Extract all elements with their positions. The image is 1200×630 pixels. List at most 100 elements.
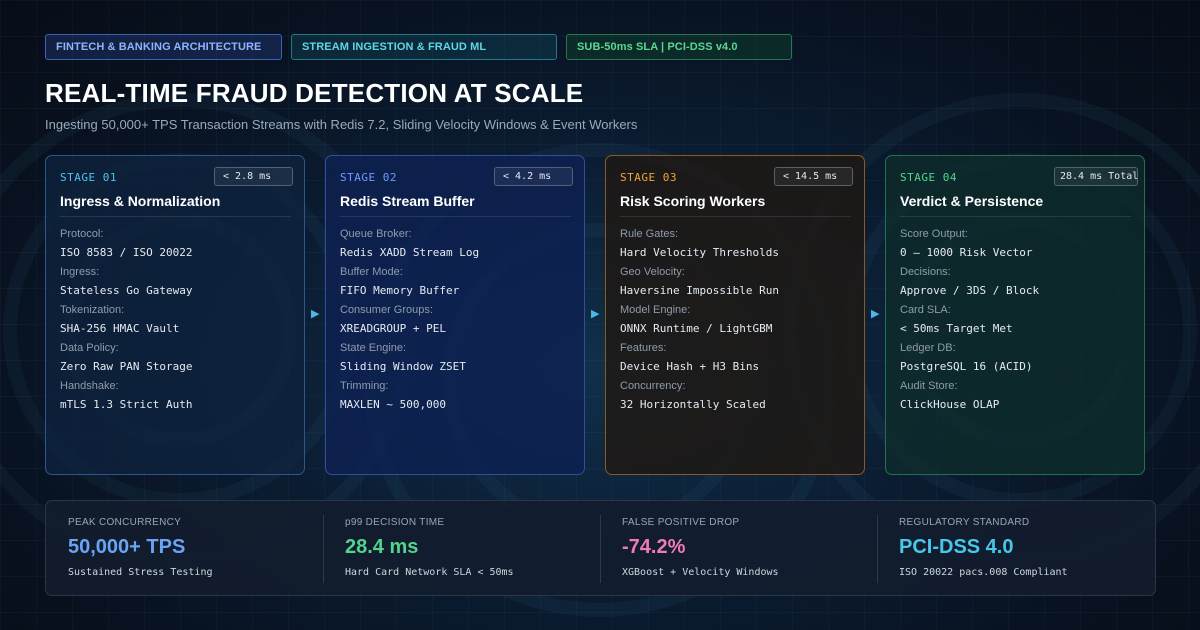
stage-card-risk-scoring: STAGE 03 < 14.5 ms Risk Scoring Workers … (605, 155, 865, 475)
stage-field: Concurrency: 32 Horizontally Scaled (620, 380, 854, 411)
metric-value: PCI-DSS 4.0 (899, 536, 1014, 558)
stage-field: Queue Broker: Redis XADD Stream Log (340, 228, 574, 259)
field-label: Buffer Mode: (340, 266, 403, 278)
field-value: mTLS 1.3 Strict Auth (60, 398, 193, 411)
flow-arrow-icon: ▶ (311, 308, 320, 320)
stage-number: STAGE 04 (900, 171, 957, 184)
metric-note: Sustained Stress Testing (68, 567, 213, 578)
field-label: State Engine: (340, 342, 407, 354)
field-value: Stateless Go Gateway (60, 284, 193, 297)
metric-value: -74.2% (622, 536, 686, 558)
field-label: Tokenization: (60, 304, 125, 316)
badge-row: FINTECH & BANKING ARCHITECTURE STREAM IN… (45, 34, 792, 60)
stage-field: Ledger DB: PostgreSQL 16 (ACID) (900, 342, 1134, 373)
stage-field: Tokenization: SHA-256 HMAC Vault (60, 304, 294, 335)
metric-label: p99 DECISION TIME (345, 517, 445, 528)
stage-divider (340, 216, 571, 217)
field-value: ONNX Runtime / LightGBM (620, 322, 773, 335)
stage-title: Redis Stream Buffer (340, 193, 475, 209)
field-value: ISO 8583 / ISO 20022 (60, 246, 193, 259)
field-value: Approve / 3DS / Block (900, 284, 1040, 297)
stage-field: Data Policy: Zero Raw PAN Storage (60, 342, 294, 373)
metric-note: XGBoost + Velocity Windows (622, 567, 779, 578)
metric-divider (323, 515, 324, 583)
metric-peak-concurrency: PEAK CONCURRENCY 50,000+ TPS Sustained S… (46, 501, 323, 597)
field-value: Hard Velocity Thresholds (620, 246, 779, 259)
metrics-panel: PEAK CONCURRENCY 50,000+ TPS Sustained S… (45, 500, 1156, 596)
field-label: Concurrency: (620, 380, 686, 392)
stage-field: Decisions: Approve / 3DS / Block (900, 266, 1134, 297)
field-label: Score Output: (900, 228, 968, 240)
metric-regulatory: REGULATORY STANDARD PCI-DSS 4.0 ISO 2002… (877, 501, 1155, 597)
field-label: Card SLA: (900, 304, 951, 316)
latency-badge: 28.4 ms Total (1054, 167, 1138, 186)
stage-card-redis-buffer: STAGE 02 < 4.2 ms Redis Stream Buffer Qu… (325, 155, 585, 475)
stage-field: State Engine: Sliding Window ZSET (340, 342, 574, 373)
stage-field: Rule Gates: Hard Velocity Thresholds (620, 228, 854, 259)
field-value: 32 Horizontally Scaled (620, 398, 766, 411)
stage-field: Card SLA: < 50ms Target Met (900, 304, 1134, 335)
latency-badge: < 14.5 ms (774, 167, 853, 186)
latency-badge: < 4.2 ms (494, 167, 573, 186)
field-value: PostgreSQL 16 (ACID) (900, 360, 1033, 373)
metric-divider (877, 515, 878, 583)
field-label: Rule Gates: (620, 228, 679, 240)
badge-fintech: FINTECH & BANKING ARCHITECTURE (45, 34, 282, 60)
stage-title: Risk Scoring Workers (620, 193, 766, 209)
field-value: Sliding Window ZSET (340, 360, 466, 373)
field-value: ClickHouse OLAP (900, 398, 1000, 411)
stage-field: Trimming: MAXLEN ~ 500,000 (340, 380, 574, 411)
stage-field: Buffer Mode: FIFO Memory Buffer (340, 266, 574, 297)
metric-value: 50,000+ TPS (68, 536, 186, 558)
field-label: Ingress: (60, 266, 100, 278)
stage-field: Ingress: Stateless Go Gateway (60, 266, 294, 297)
metric-label: PEAK CONCURRENCY (68, 517, 182, 528)
flow-arrow-icon: ▶ (591, 308, 600, 320)
stage-number: STAGE 02 (340, 171, 397, 184)
page-subtitle: Ingesting 50,000+ TPS Transaction Stream… (45, 117, 638, 132)
stage-card-ingress: STAGE 01 < 2.8 ms Ingress & Normalizatio… (45, 155, 305, 475)
metric-divider (600, 515, 601, 583)
stage-divider (60, 216, 291, 217)
field-label: Model Engine: (620, 304, 691, 316)
stage-field: Geo Velocity: Haversine Impossible Run (620, 266, 854, 297)
field-label: Protocol: (60, 228, 104, 240)
badge-sla: SUB-50ms SLA | PCI-DSS v4.0 (566, 34, 792, 60)
stage-number: STAGE 01 (60, 171, 117, 184)
metric-p99-decision: p99 DECISION TIME 28.4 ms Hard Card Netw… (323, 501, 600, 597)
stage-field: Audit Store: ClickHouse OLAP (900, 380, 1134, 411)
field-value: FIFO Memory Buffer (340, 284, 460, 297)
field-value: Haversine Impossible Run (620, 284, 779, 297)
field-value: Zero Raw PAN Storage (60, 360, 193, 373)
metric-note: ISO 20022 pacs.008 Compliant (899, 567, 1068, 578)
stage-title: Ingress & Normalization (60, 193, 221, 209)
field-label: Ledger DB: (900, 342, 956, 354)
metric-label: FALSE POSITIVE DROP (622, 517, 740, 528)
field-value: 0 – 1000 Risk Vector (900, 246, 1033, 259)
stage-title: Verdict & Persistence (900, 193, 1044, 209)
flow-arrow-icon: ▶ (871, 308, 880, 320)
badge-stream-ingestion: STREAM INGESTION & FRAUD ML (291, 34, 557, 60)
page-title: REAL-TIME FRAUD DETECTION AT SCALE (45, 78, 584, 108)
field-value: < 50ms Target Met (900, 322, 1013, 335)
stage-field: Model Engine: ONNX Runtime / LightGBM (620, 304, 854, 335)
field-label: Queue Broker: (340, 228, 412, 240)
stage-field: Handshake: mTLS 1.3 Strict Auth (60, 380, 294, 411)
stage-number: STAGE 03 (620, 171, 677, 184)
stage-field: Score Output: 0 – 1000 Risk Vector (900, 228, 1134, 259)
field-label: Audit Store: (900, 380, 958, 392)
field-value: MAXLEN ~ 500,000 (340, 398, 446, 411)
stage-field: Features: Device Hash + H3 Bins (620, 342, 854, 373)
field-label: Trimming: (340, 380, 389, 392)
latency-badge: < 2.8 ms (214, 167, 293, 186)
field-label: Geo Velocity: (620, 266, 685, 278)
stage-card-verdict: STAGE 04 28.4 ms Total Verdict & Persist… (885, 155, 1145, 475)
field-value: Redis XADD Stream Log (340, 246, 480, 259)
field-label: Consumer Groups: (340, 304, 433, 316)
field-label: Data Policy: (60, 342, 119, 354)
stage-field: Protocol: ISO 8583 / ISO 20022 (60, 228, 294, 259)
field-label: Decisions: (900, 266, 951, 278)
field-value: Device Hash + H3 Bins (620, 360, 760, 373)
stage-field: Consumer Groups: XREADGROUP + PEL (340, 304, 574, 335)
stage-divider (620, 216, 851, 217)
